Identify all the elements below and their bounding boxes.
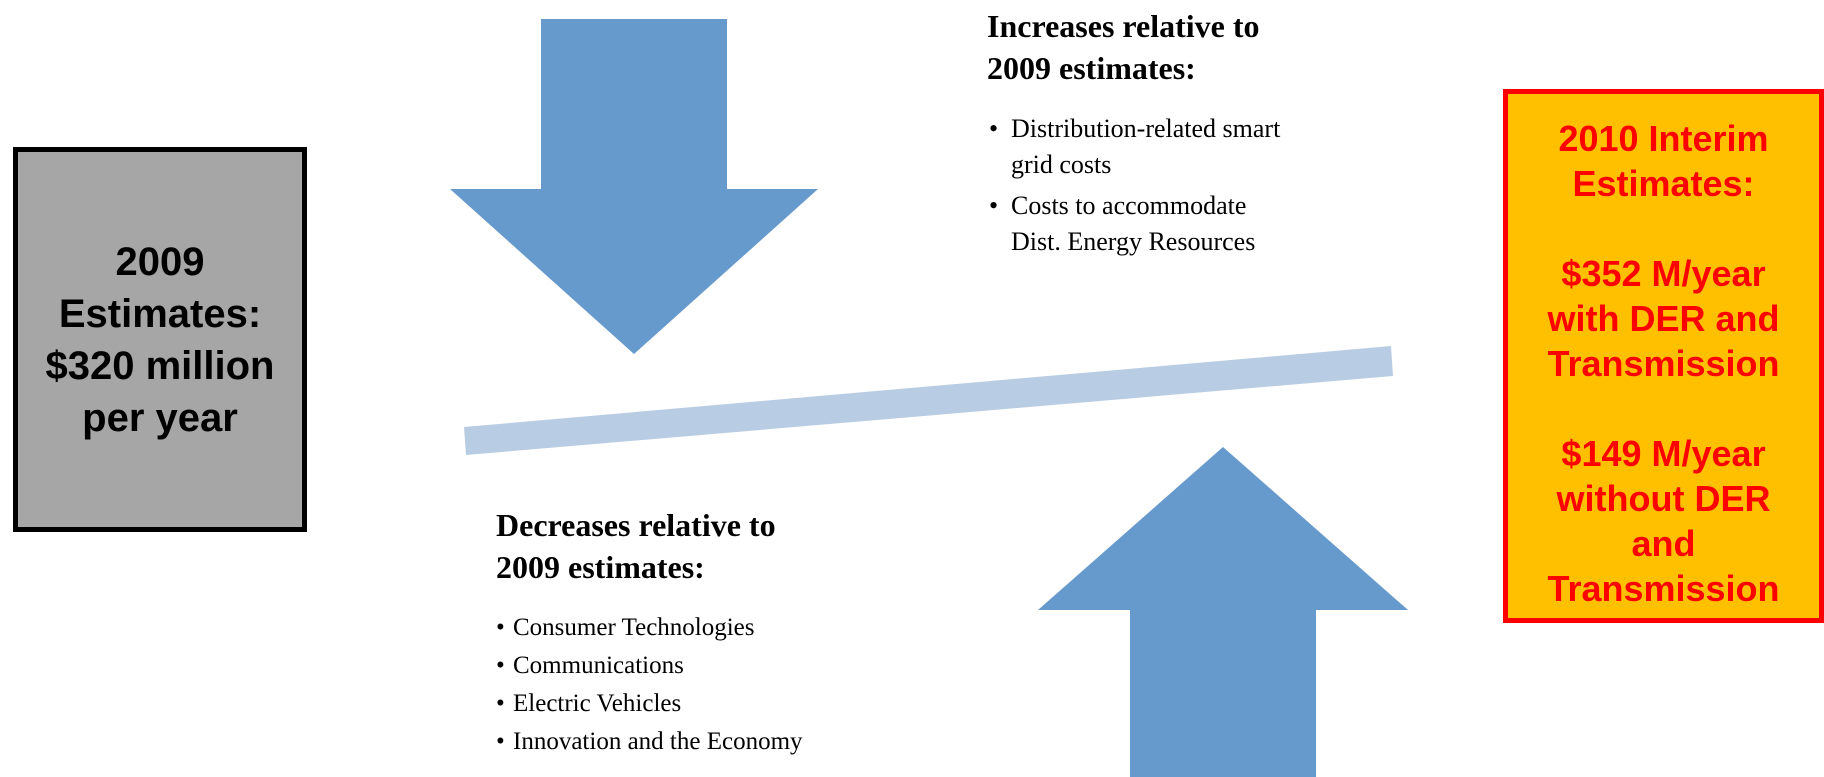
increases-list: Distribution-related smart grid costs Co… <box>987 111 1407 260</box>
estimates-2010-label: Estimates: <box>1572 163 1755 204</box>
increases-note: Increases relative to 2009 estimates: Di… <box>987 5 1407 265</box>
increases-item-der-line-1: Costs to accommodate <box>1011 191 1247 220</box>
increases-heading: Increases relative to 2009 estimates: <box>987 5 1407 89</box>
decreases-note: Decreases relative to 2009 estimates: Co… <box>496 504 946 761</box>
estimates-2010-without-der-qualifier: without DER <box>1556 478 1771 519</box>
increases-heading-line-2: 2009 estimates: <box>987 50 1196 86</box>
estimates-2010-with-der-amount: $352 M/year <box>1561 253 1766 294</box>
estimates-2010-title: 2010 Interim <box>1558 118 1769 159</box>
down-arrow-icon <box>450 19 818 354</box>
estimates-2009-label: Estimates: <box>58 291 262 336</box>
estimates-2010-without-der-transmission: Transmission <box>1547 568 1780 609</box>
decreases-heading-line-1: Decreases relative to <box>496 507 776 543</box>
increases-item-der: Costs to accommodate Dist. Energy Resour… <box>987 188 1407 260</box>
estimates-2009-year: 2009 <box>115 239 205 284</box>
increases-item-smart-grid-line-2: grid costs <box>1011 150 1112 179</box>
decreases-heading-line-2: 2009 estimates: <box>496 549 705 585</box>
estimates-2010-without-der-amount: $149 M/year <box>1561 433 1766 474</box>
estimates-2010-with-der-qualifier: with DER and <box>1547 298 1780 339</box>
estimates-2009-period: per year <box>82 395 238 440</box>
decreases-list: Consumer Technologies Communications Ele… <box>496 609 946 761</box>
decreases-item-electric-vehicles: Electric Vehicles <box>496 685 946 723</box>
increases-item-smart-grid: Distribution-related smart grid costs <box>987 111 1407 183</box>
estimates-2010-without-der-and: and <box>1631 523 1696 564</box>
estimates-2010-box: 2010 Interim Estimates: $352 M/year with… <box>1503 89 1824 623</box>
balance-beam <box>464 346 1393 455</box>
estimates-2009-box: 2009 Estimates: $320 million per year <box>13 147 307 532</box>
increases-item-smart-grid-line-1: Distribution-related smart <box>1011 114 1281 143</box>
decreases-item-communications: Communications <box>496 647 946 685</box>
estimates-2010-with-der-transmission: Transmission <box>1547 343 1780 384</box>
decreases-heading: Decreases relative to 2009 estimates: <box>496 504 946 588</box>
decreases-item-consumer-technologies: Consumer Technologies <box>496 609 946 647</box>
increases-heading-line-1: Increases relative to <box>987 8 1260 44</box>
increases-item-der-line-2: Dist. Energy Resources <box>1011 227 1256 256</box>
up-arrow-icon <box>1038 447 1408 777</box>
estimates-2009-amount: $320 million <box>45 343 275 388</box>
decreases-item-innovation-economy: Innovation and the Economy <box>496 723 946 761</box>
